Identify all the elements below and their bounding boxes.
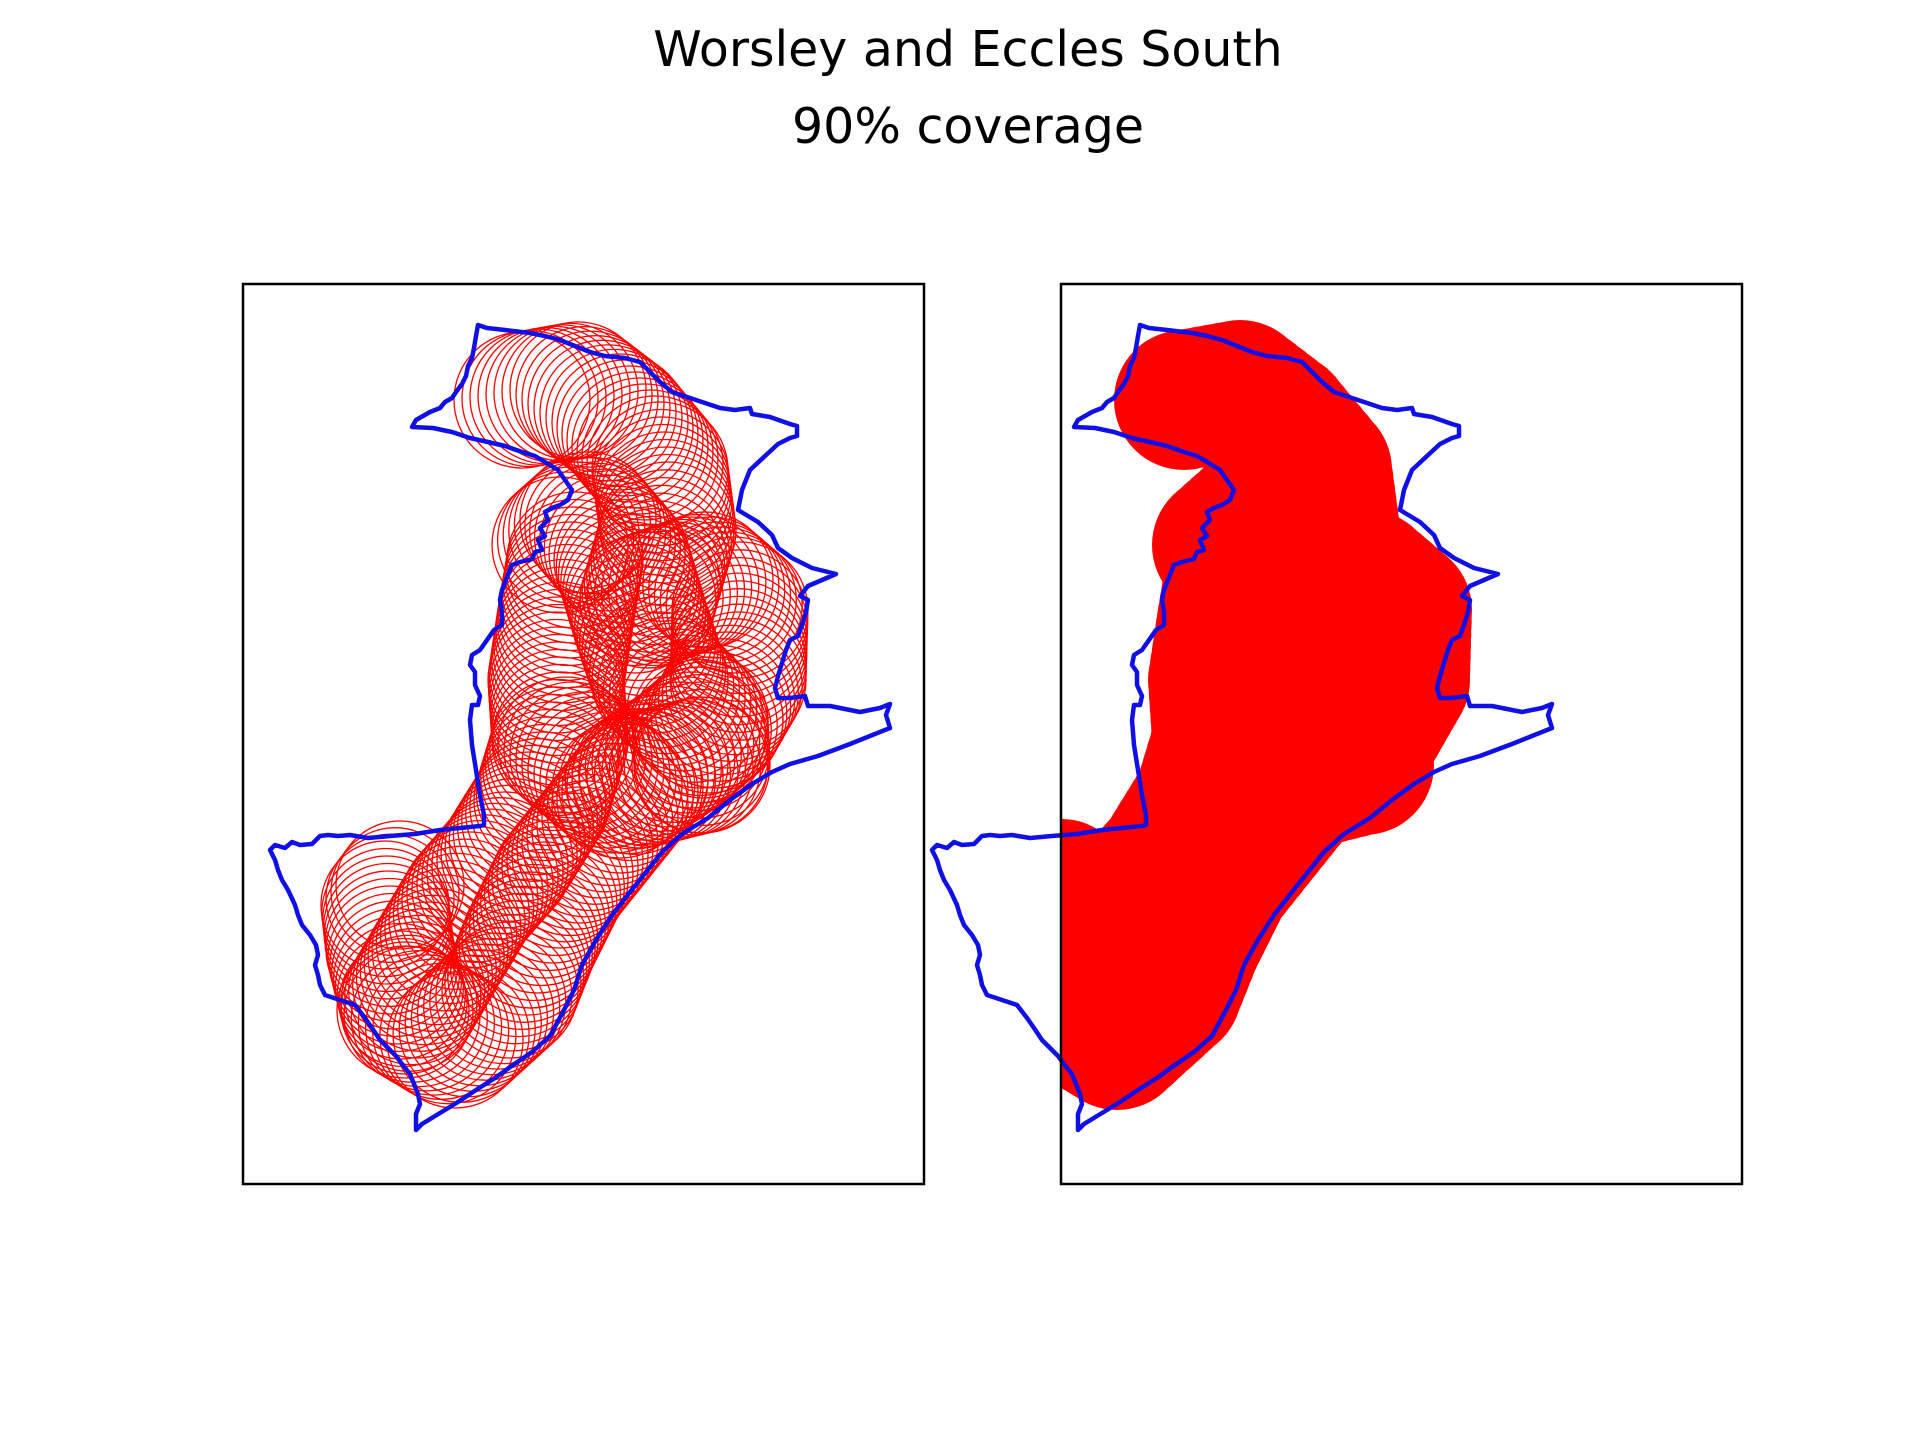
coverage-rings-panel xyxy=(243,284,924,1184)
ward-boundary xyxy=(270,325,890,1130)
coverage-disc xyxy=(1292,695,1432,835)
coverage-area xyxy=(981,320,1472,1110)
figure-title: Worsley and Eccles South xyxy=(653,21,1282,78)
coverage-rings xyxy=(321,322,808,1108)
coverage-ring xyxy=(486,326,622,462)
figure-subtitle: 90% coverage xyxy=(792,98,1144,155)
coverage-filled-panel xyxy=(932,284,1742,1184)
